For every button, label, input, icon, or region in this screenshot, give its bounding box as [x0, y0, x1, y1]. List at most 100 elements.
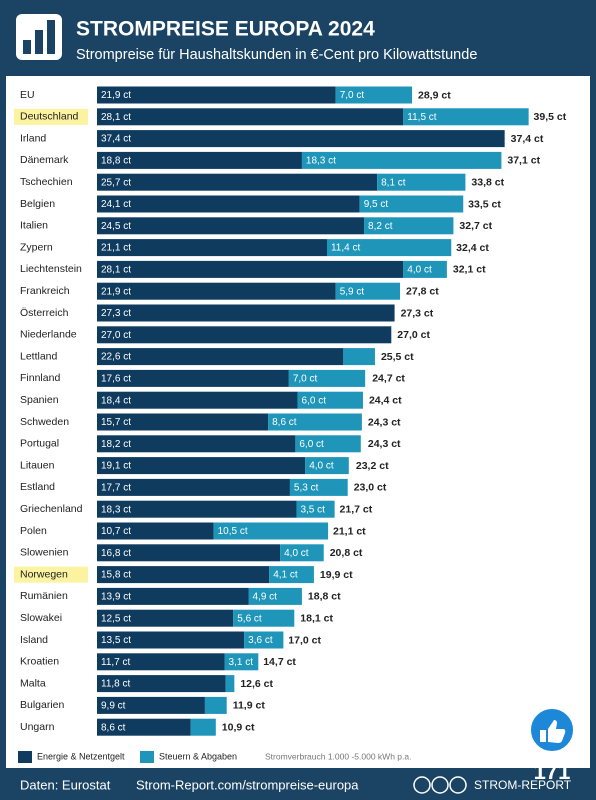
legend-swatch: [140, 751, 154, 763]
value-label: 28,1 ct: [101, 265, 131, 276]
value-label: 25,7 ct: [101, 177, 131, 188]
bar-segment: [297, 391, 363, 409]
value-label: 8,6 ct: [272, 417, 297, 428]
value-label: 9,5 ct: [364, 199, 389, 210]
value-label: 4,9 ct: [253, 592, 278, 603]
logo-icon: [16, 14, 62, 60]
likes: 171: [534, 759, 571, 784]
value-label: 13,9 ct: [101, 592, 131, 603]
value-label: 13,5 ct: [101, 635, 131, 646]
value-label: 24,1 ct: [101, 199, 131, 210]
value-label: 15,8 ct: [101, 570, 131, 581]
total-label: 21,1 ct: [333, 525, 366, 537]
category-label: Frankreich: [20, 285, 70, 297]
value-label: 11,5 ct: [407, 112, 436, 123]
highlight: [14, 108, 88, 125]
value-label: 18,2 ct: [101, 439, 131, 450]
value-label: 11,7 ct: [101, 657, 130, 668]
category-label: Estland: [20, 481, 55, 493]
bar-segment: [97, 631, 245, 649]
category-label: EU: [20, 89, 35, 101]
value-label: 4,0 ct: [309, 461, 334, 472]
bar-segment: [97, 609, 234, 627]
total-label: 32,4 ct: [456, 242, 489, 254]
value-label: 10,7 ct: [101, 526, 131, 537]
bar-segment: [97, 304, 395, 322]
value-label: 11,8 ct: [101, 679, 130, 690]
bar-segment: [97, 457, 306, 475]
category-label: Kroatien: [20, 656, 59, 668]
total-label: 25,5 ct: [381, 351, 414, 363]
legend-label: Steuern & Abgaben: [159, 751, 237, 761]
category-label: Portugal: [20, 438, 59, 450]
value-label: 4,0 ct: [407, 265, 432, 276]
bar-segment: [403, 108, 529, 126]
total-label: 24,7 ct: [372, 373, 405, 385]
value-label: 21,9 ct: [101, 286, 131, 297]
bar-segment: [97, 522, 214, 540]
value-label: 5,6 ct: [237, 613, 262, 624]
bar-segment: [97, 675, 226, 693]
total-label: 10,9 ct: [222, 721, 255, 733]
category-label: Polen: [20, 525, 47, 537]
category-label: Norwegen: [20, 568, 68, 580]
value-label: 16,8 ct: [101, 548, 131, 559]
value-label: 5,9 ct: [340, 286, 365, 297]
value-label: 7,0 ct: [340, 90, 365, 101]
value-label: 27,0 ct: [101, 330, 131, 341]
total-label: 24,3 ct: [368, 416, 401, 428]
value-label: 18,3 ct: [101, 504, 131, 515]
bar-segment: [280, 544, 324, 562]
bar-segment: [233, 609, 295, 627]
bar-segment: [97, 653, 225, 671]
bar-segment: [97, 587, 249, 605]
bar-segment: [97, 130, 505, 148]
category-label: Rumänien: [20, 590, 68, 602]
category-label: Bulgarien: [20, 699, 65, 711]
category-label: Liechtenstein: [20, 263, 82, 275]
bar-segment: [97, 217, 365, 235]
bar-segment: [97, 369, 289, 387]
plot: EU 21,9 ct 7,0 ct 28,9 ct Deutschland 28,1 ct…: [14, 86, 567, 736]
total-label: 37,4 ct: [511, 133, 544, 145]
bar-segment: [377, 173, 466, 191]
bar-segment: [97, 478, 290, 496]
bar-segment: [305, 457, 349, 475]
bar-segment: [289, 478, 348, 496]
bar-segment: [244, 631, 284, 649]
total-label: 21,7 ct: [340, 503, 373, 515]
total-label: 27,3 ct: [401, 307, 434, 319]
total-label: 23,0 ct: [354, 482, 387, 494]
category-label: Belgien: [20, 198, 55, 210]
total-label: 14,7 ct: [263, 656, 296, 668]
value-label: 8,6 ct: [101, 722, 126, 733]
category-label: Litauen: [20, 459, 55, 471]
bar-segment: [288, 369, 366, 387]
value-label: 6,0 ct: [302, 395, 327, 406]
bar-segment: [335, 86, 413, 104]
total-label: 27,0 ct: [397, 329, 430, 341]
value-label: 18,3 ct: [306, 156, 336, 167]
bar-segment: [224, 653, 259, 671]
bar-segment: [204, 696, 227, 714]
category-label: Spanien: [20, 394, 59, 406]
value-label: 21,1 ct: [101, 243, 131, 254]
bar-segment: [97, 151, 302, 169]
bar-segment: [97, 108, 404, 126]
value-label: 4,0 ct: [284, 548, 309, 559]
bar-segment: [269, 566, 314, 584]
bar-segment: [97, 566, 270, 584]
total-label: 37,1 ct: [507, 155, 540, 167]
value-label: 17,7 ct: [101, 483, 131, 494]
total-label: 12,6 ct: [240, 678, 273, 690]
total-label: 28,9 ct: [418, 89, 451, 101]
bar-segment: [326, 239, 452, 257]
total-label: 32,1 ct: [453, 264, 486, 276]
value-label: 4,1 ct: [273, 570, 298, 581]
bar-segment: [190, 718, 216, 736]
value-label: 8,1 ct: [381, 177, 406, 188]
bar-segment: [268, 413, 362, 431]
total-label: 33,5 ct: [468, 198, 501, 210]
value-label: 3,1 ct: [229, 657, 254, 668]
bar-segment: [364, 217, 454, 235]
